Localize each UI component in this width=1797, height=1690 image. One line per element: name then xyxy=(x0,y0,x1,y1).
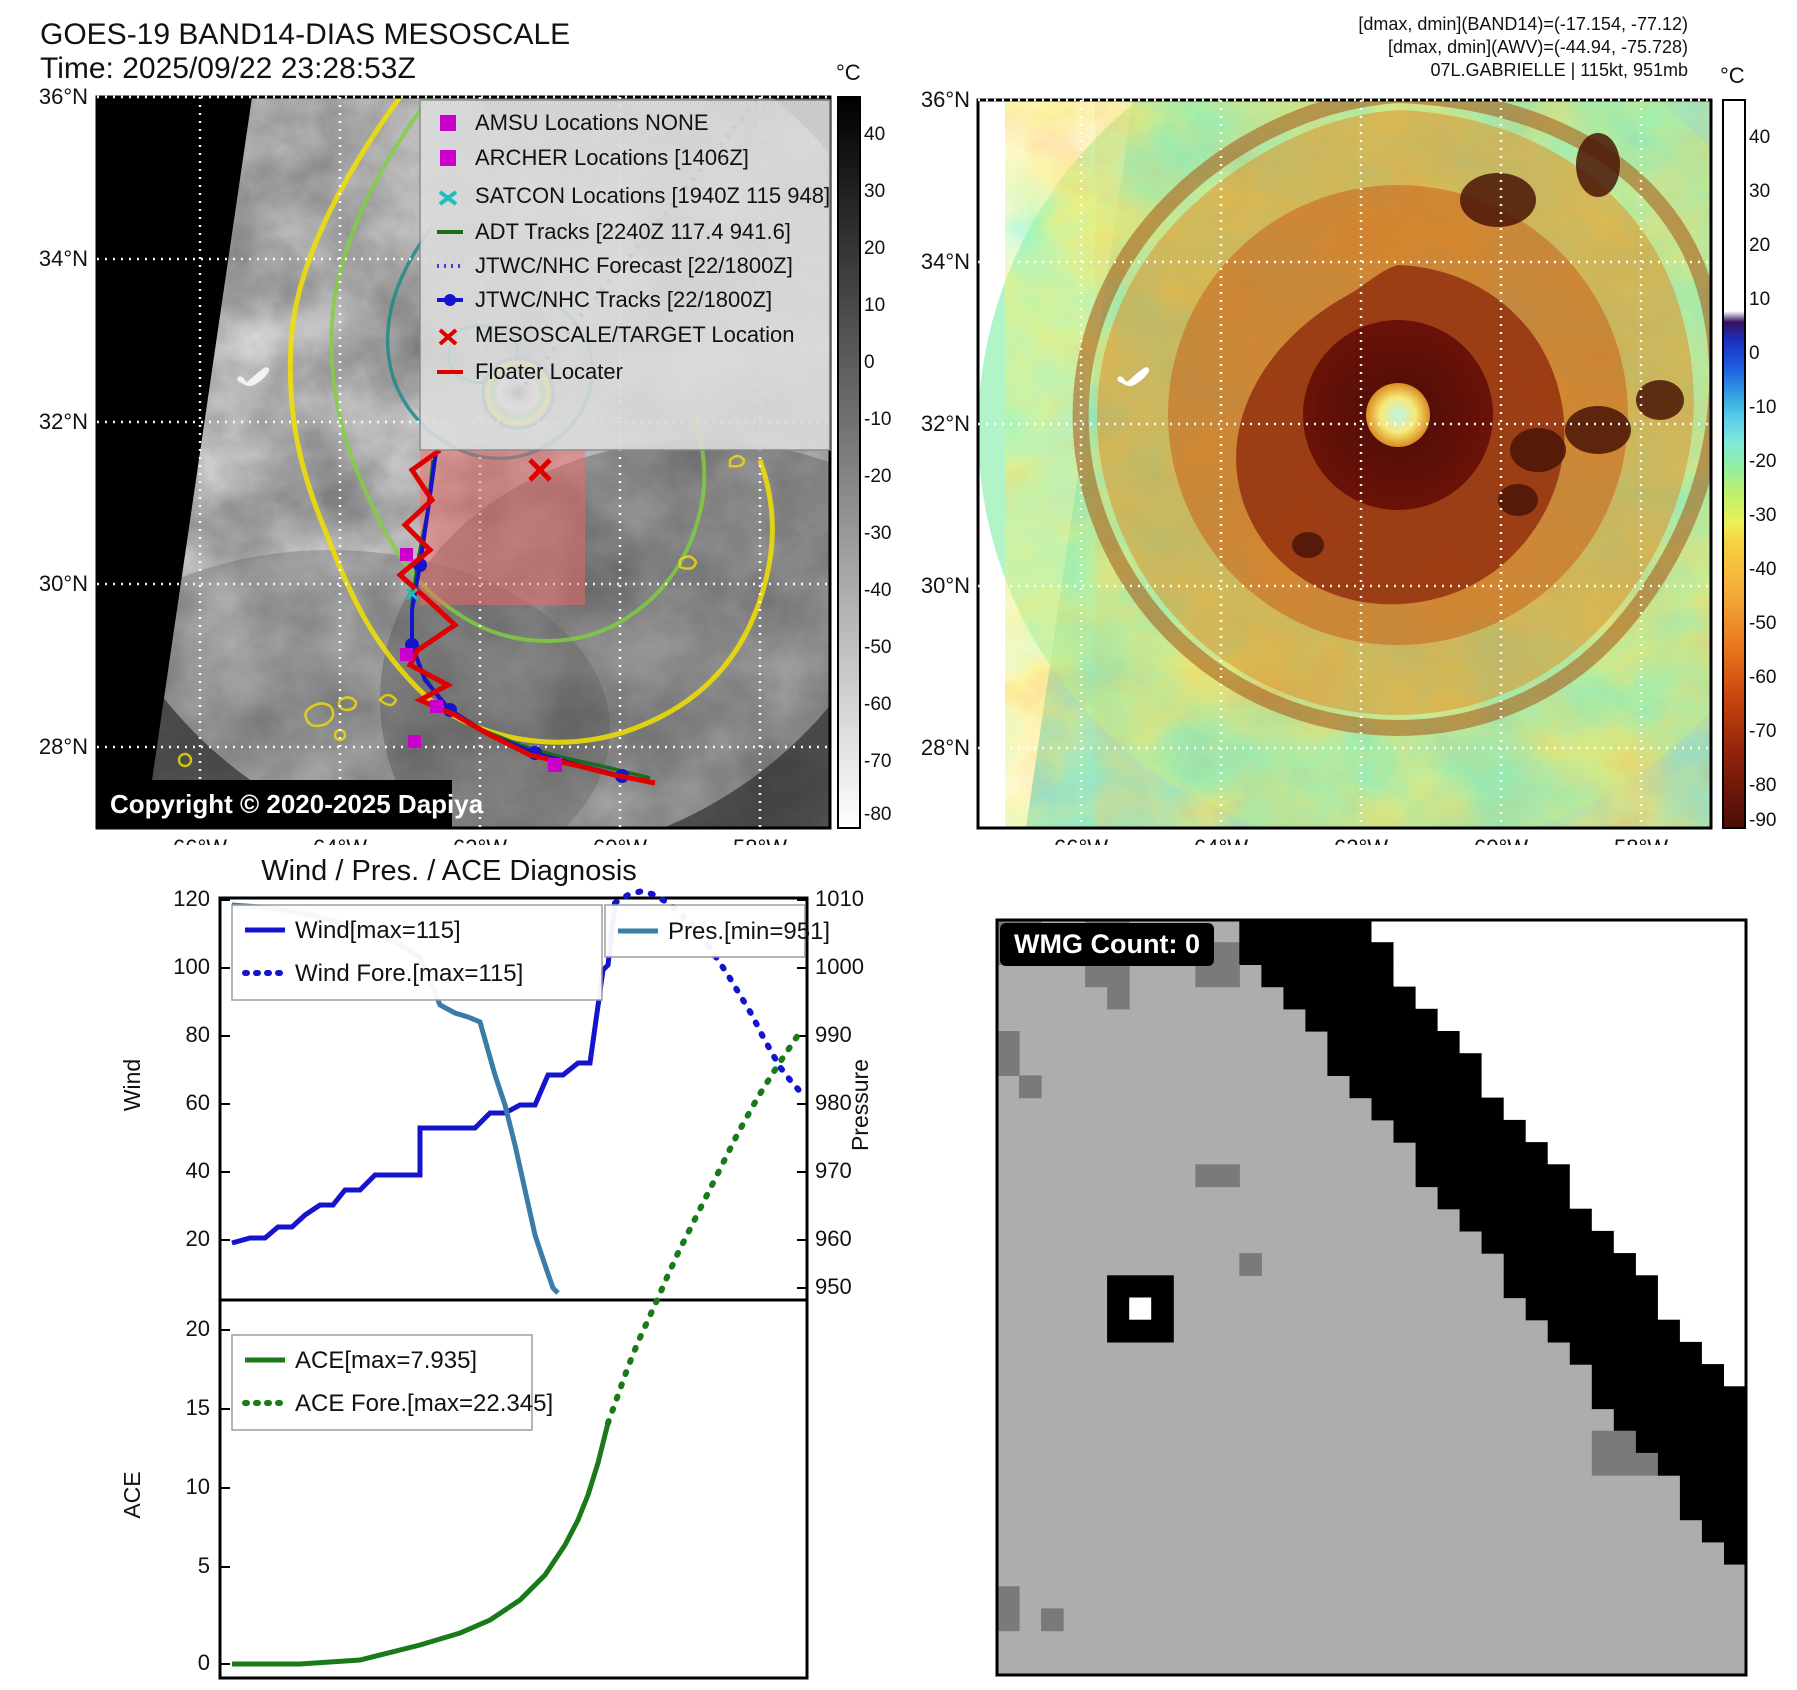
svg-text:60: 60 xyxy=(186,1090,210,1115)
svg-text:-90: -90 xyxy=(1749,810,1776,831)
svg-text:-70: -70 xyxy=(864,751,891,772)
svg-text:Pressure: Pressure xyxy=(847,1059,873,1151)
svg-text:950: 950 xyxy=(815,1274,852,1299)
svg-text:40: 40 xyxy=(186,1158,210,1183)
svg-text:40: 40 xyxy=(864,124,885,145)
svg-text:-50: -50 xyxy=(1749,613,1776,634)
svg-text:5: 5 xyxy=(198,1553,210,1578)
svg-text:0: 0 xyxy=(198,1650,210,1675)
svg-text:1000: 1000 xyxy=(815,954,864,979)
svg-text:Wind[max=115]: Wind[max=115] xyxy=(295,917,461,944)
svg-text:20: 20 xyxy=(186,1226,210,1251)
svg-text:-20: -20 xyxy=(1749,451,1776,472)
svg-text:°C: °C xyxy=(1720,63,1745,88)
svg-text:-20: -20 xyxy=(864,466,891,487)
svg-text:30: 30 xyxy=(864,181,885,202)
svg-text:1010: 1010 xyxy=(815,886,864,911)
svg-text:20: 20 xyxy=(864,238,885,259)
svg-text:100: 100 xyxy=(173,954,210,979)
svg-text:Pres.[min=951]: Pres.[min=951] xyxy=(668,918,830,945)
svg-text:°C: °C xyxy=(836,60,861,85)
svg-text:-40: -40 xyxy=(864,580,891,601)
svg-text:-10: -10 xyxy=(1749,397,1776,418)
svg-text:-60: -60 xyxy=(1749,667,1776,688)
svg-text:10: 10 xyxy=(1749,289,1770,310)
svg-text:20: 20 xyxy=(186,1316,210,1341)
svg-text:-80: -80 xyxy=(1749,775,1776,796)
svg-text:-10: -10 xyxy=(864,409,891,430)
svg-text:-80: -80 xyxy=(864,804,891,825)
svg-text:960: 960 xyxy=(815,1226,852,1251)
svg-text:30: 30 xyxy=(1749,181,1770,202)
svg-text:0: 0 xyxy=(864,352,875,373)
svg-text:-70: -70 xyxy=(1749,721,1776,742)
svg-text:15: 15 xyxy=(186,1395,210,1420)
svg-text:-50: -50 xyxy=(864,637,891,658)
svg-text:-40: -40 xyxy=(1749,559,1776,580)
svg-text:10: 10 xyxy=(864,295,885,316)
svg-text:990: 990 xyxy=(815,1022,852,1047)
svg-text:ACE Fore.[max=22.345]: ACE Fore.[max=22.345] xyxy=(295,1390,553,1417)
svg-text:20: 20 xyxy=(1749,235,1770,256)
svg-text:40: 40 xyxy=(1749,127,1770,148)
svg-text:-60: -60 xyxy=(864,694,891,715)
svg-text:10: 10 xyxy=(186,1474,210,1499)
svg-text:Wind Fore.[max=115]: Wind Fore.[max=115] xyxy=(295,960,523,987)
svg-text:ACE: ACE xyxy=(119,1471,145,1518)
svg-text:120: 120 xyxy=(173,886,210,911)
svg-text:ACE[max=7.935]: ACE[max=7.935] xyxy=(295,1347,477,1374)
svg-text:-30: -30 xyxy=(864,523,891,544)
svg-text:970: 970 xyxy=(815,1158,852,1183)
svg-text:0: 0 xyxy=(1749,343,1760,364)
svg-text:-30: -30 xyxy=(1749,505,1776,526)
svg-text:80: 80 xyxy=(186,1022,210,1047)
svg-text:Wind: Wind xyxy=(119,1059,145,1111)
